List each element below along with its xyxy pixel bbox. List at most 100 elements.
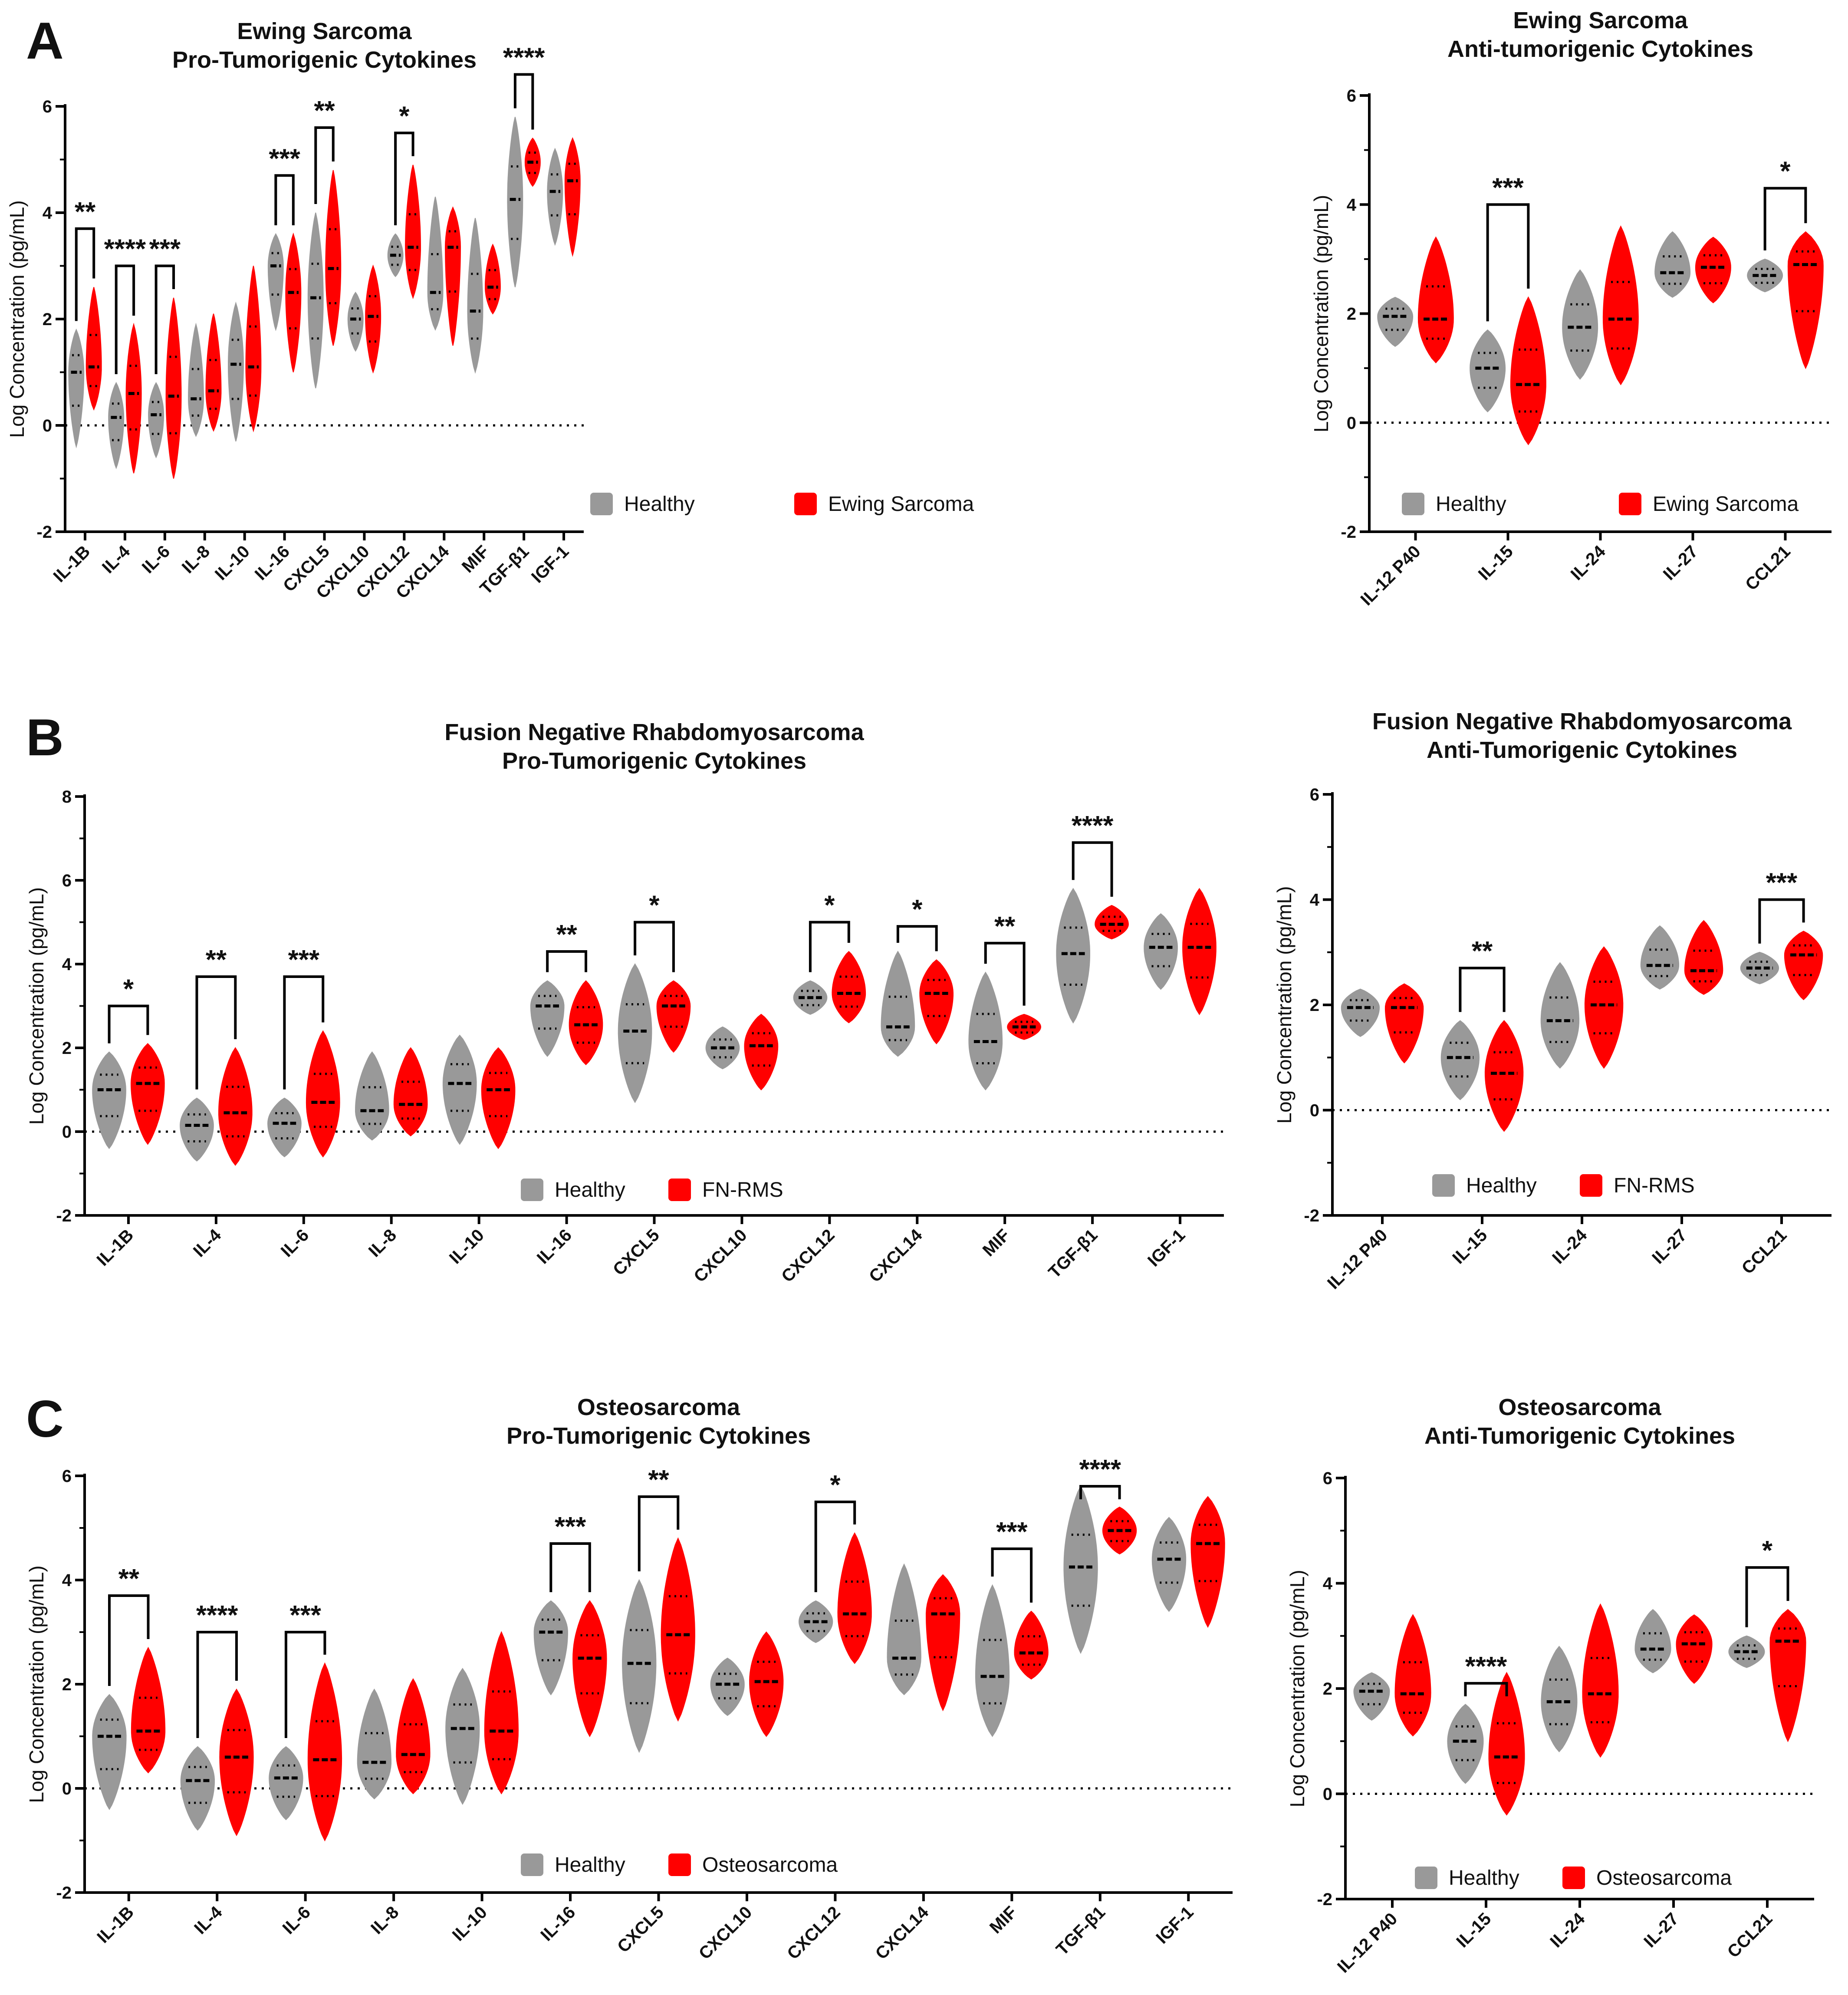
- y-tick-label: 0: [1310, 1101, 1319, 1120]
- y-tick-label: -2: [36, 523, 52, 542]
- violin-osteosarcoma-il-27: [1676, 1614, 1713, 1684]
- x-tick-label: IL-27: [1660, 542, 1702, 584]
- x-tick-label: IGF-1: [1144, 1225, 1189, 1270]
- x-tick-label: IL-1B: [93, 1225, 138, 1270]
- legend-swatch-ewing-sarcoma: [794, 493, 817, 515]
- x-tick-label: IL-4: [190, 1225, 225, 1261]
- violin-healthy-cxcl5: [618, 963, 652, 1103]
- x-tick-label: IL-12 P40: [1334, 1909, 1401, 1976]
- y-tick-label: 0: [62, 1123, 72, 1142]
- violin-ewing-sarcoma-mif: [485, 244, 501, 315]
- violin-osteosarcoma-il-15: [1488, 1672, 1525, 1816]
- significance-bracket: [283, 975, 325, 1090]
- panel-1: A Ewing Sarcoma Pro-Tumorigenic Cytokines -…: [6, 12, 974, 602]
- y-tick-label: 0: [62, 1779, 72, 1798]
- significance-label: **: [118, 1564, 140, 1594]
- x-tick-label: IL-15: [1475, 542, 1517, 584]
- x-tick-label: IL-24: [1567, 542, 1610, 584]
- significance-bracket: [75, 227, 95, 321]
- x-tick-label: IGF-1: [1152, 1903, 1197, 1947]
- x-tick-label: MIF: [458, 542, 493, 576]
- violin-healthy-cxcl14: [427, 197, 444, 331]
- violin-healthy-il-1b: [68, 328, 85, 448]
- violin-fn-rms-il-16: [569, 980, 603, 1066]
- violin-ewing-sarcoma-il-4: [125, 323, 142, 474]
- legend-swatch-healthy: [521, 1853, 543, 1876]
- significance-label: *: [830, 1470, 841, 1500]
- legend-label: Osteosarcoma: [702, 1853, 838, 1876]
- legend-label: Healthy: [1449, 1867, 1519, 1890]
- significance-bracket: [546, 950, 587, 972]
- chart-title-line: Pro-Tumorigenic Cytokines: [506, 1423, 811, 1449]
- violin-healthy-il-12-p40: [1341, 988, 1380, 1037]
- violin-osteosarcoma-il-1b: [131, 1646, 166, 1774]
- y-tick-label: 4: [1310, 891, 1320, 910]
- legend-label: Healthy: [555, 1179, 625, 1202]
- violin-fn-rms-cxcl14: [919, 959, 954, 1044]
- violin-fn-rms-il-24: [1584, 946, 1624, 1069]
- violin-osteosarcoma-il-4: [219, 1689, 254, 1837]
- significance-bracket: [896, 925, 938, 951]
- y-axis-label: Log Concentration (pg/mL): [25, 1565, 48, 1803]
- significance-bracket: [1464, 1682, 1508, 1696]
- violin-osteosarcoma-il-16: [572, 1600, 607, 1738]
- violin-healthy-il-8: [355, 1051, 389, 1141]
- violin-fn-rms-il-6: [306, 1030, 340, 1158]
- significance-bracket: [984, 942, 1026, 1006]
- y-tick-label: -2: [56, 1206, 72, 1225]
- x-tick-label: IL-6: [138, 542, 174, 577]
- violin-osteosarcoma-cxcl14: [925, 1574, 960, 1712]
- legend-swatch-healthy: [590, 493, 613, 515]
- significance-label: **: [556, 920, 577, 950]
- violin-healthy-il-1b: [92, 1051, 126, 1149]
- x-tick-label: CXCL14: [865, 1225, 926, 1286]
- significance-label: **: [75, 197, 96, 227]
- y-tick-label: 0: [43, 416, 52, 435]
- significance-label: *: [912, 895, 923, 925]
- y-tick-label: 6: [62, 1467, 72, 1486]
- violin-healthy-cxcl5: [622, 1579, 657, 1753]
- violin-healthy-cxcl14: [881, 951, 915, 1057]
- legend-swatch-osteosarcoma: [1562, 1867, 1585, 1889]
- y-tick-label: 2: [1323, 1679, 1332, 1699]
- panel-6: Osteosarcoma Anti-Tumorigenic Cytokines -2…: [1286, 1394, 1814, 1977]
- significance-bracket: [1486, 203, 1530, 322]
- panel-letter: C: [26, 1390, 64, 1448]
- significance-label: ****: [1079, 1455, 1121, 1485]
- legend-label: Healthy: [1466, 1174, 1537, 1197]
- significance-bracket: [108, 1004, 149, 1044]
- violin-ewing-sarcoma-cxcl5: [325, 170, 342, 346]
- x-tick-label: CXCL12: [778, 1225, 839, 1286]
- violin-healthy-il-8: [188, 323, 204, 437]
- y-axis-label: Log Concentration (pg/mL): [1286, 1570, 1309, 1807]
- significance-bracket: [814, 1501, 856, 1592]
- violin-healthy-il-16: [530, 980, 565, 1057]
- violin-fn-rms-cxcl10: [744, 1014, 779, 1090]
- violin-ewing-sarcoma-il-8: [205, 313, 222, 432]
- violin-fn-rms-il-4: [218, 1047, 253, 1166]
- x-tick-label: CXCL10: [695, 1903, 756, 1963]
- x-tick-label: TGF-β1: [1052, 1903, 1109, 1959]
- y-tick-label: 6: [43, 97, 52, 116]
- significance-bracket: [274, 174, 295, 225]
- legend-label: Healthy: [555, 1853, 625, 1876]
- chart-title-line: Pro-Tumorigenic Cytokines: [172, 47, 477, 73]
- chart-title-line: Osteosarcoma: [577, 1394, 740, 1420]
- x-tick-label: CXCL12: [783, 1903, 844, 1963]
- legend-swatch-healthy: [1432, 1174, 1455, 1197]
- x-tick-label: CXCL14: [872, 1903, 933, 1963]
- violin-healthy-mif: [975, 1584, 1010, 1737]
- violin-fn-rms-il-12-p40: [1384, 983, 1424, 1063]
- x-tick-label: CCL21: [1742, 542, 1794, 594]
- violin-healthy-il-4: [180, 1746, 215, 1831]
- significance-bracket: [634, 921, 675, 972]
- violin-healthy-il-4: [180, 1097, 214, 1162]
- y-tick-label: -2: [1341, 523, 1356, 542]
- significance-label: *: [1762, 1536, 1773, 1566]
- y-tick-label: 2: [43, 310, 52, 329]
- legend-swatch-osteosarcoma: [668, 1853, 691, 1876]
- violin-healthy-il-6: [267, 1097, 302, 1158]
- significance-label: ****: [104, 234, 146, 264]
- x-tick-label: IL-10: [211, 542, 253, 584]
